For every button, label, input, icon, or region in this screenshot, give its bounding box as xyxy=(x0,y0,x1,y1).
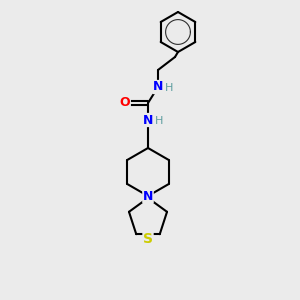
Text: H: H xyxy=(165,83,173,93)
Text: N: N xyxy=(143,190,153,202)
Text: N: N xyxy=(143,113,153,127)
Text: H: H xyxy=(155,116,163,126)
Text: O: O xyxy=(120,97,130,110)
Text: S: S xyxy=(143,232,153,246)
Text: N: N xyxy=(153,80,163,94)
